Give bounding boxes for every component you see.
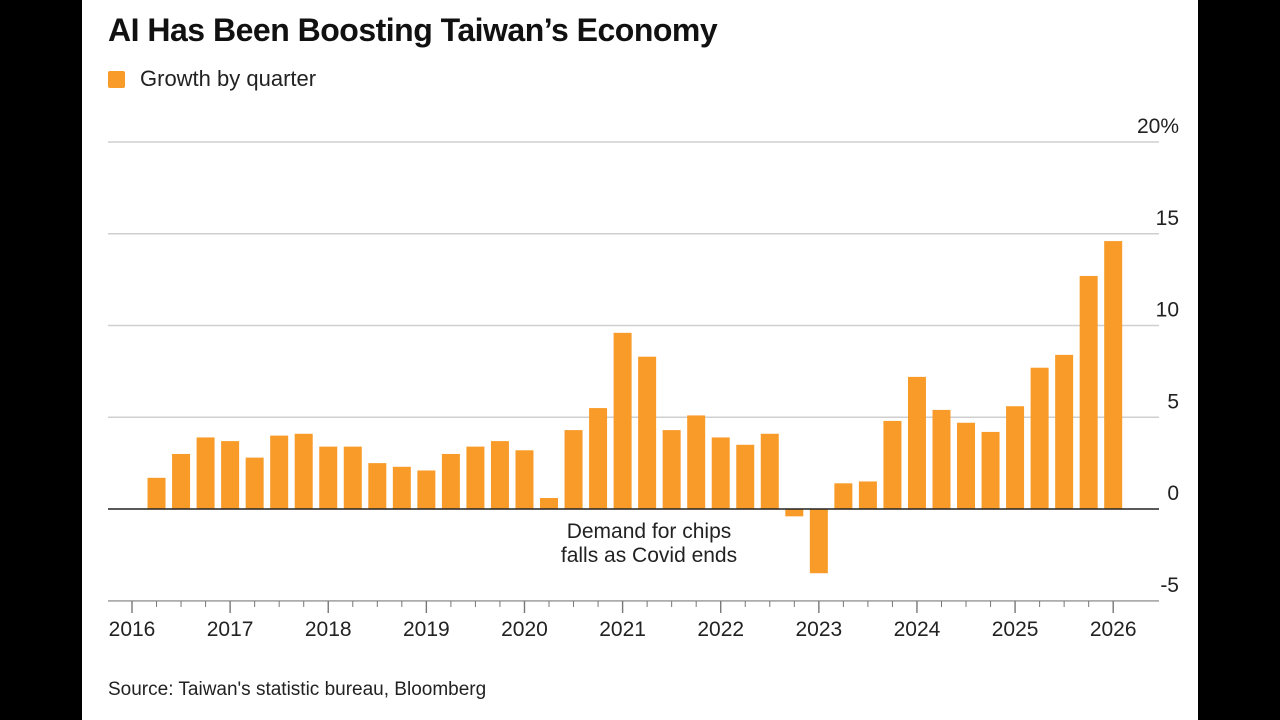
bar	[1006, 406, 1025, 509]
bar-chart: 20% 15 10 5 0 -5 2016 2017 2018 2019 2020 2021 2022 2…	[108, 115, 1179, 641]
bar	[638, 356, 657, 509]
chart-title: AI Has Been Boosting Taiwan’s Economy	[108, 12, 718, 48]
bar	[760, 433, 779, 509]
bar	[515, 450, 534, 509]
bar	[368, 463, 387, 509]
chart-annotation: falls as Covid ends	[561, 544, 737, 567]
bar	[270, 435, 289, 509]
x-tick-label: 2022	[697, 618, 744, 641]
bar	[147, 477, 166, 509]
bar	[392, 466, 411, 509]
legend: Growth by quarter	[108, 66, 316, 92]
y-tick-label: 5	[1167, 390, 1179, 413]
bar	[221, 441, 240, 509]
bar	[1079, 275, 1098, 509]
legend-swatch	[108, 70, 125, 88]
chart-card: AI Has Been Boosting Taiwan’s Economy Gr…	[82, 0, 1198, 720]
x-tick-label: 2019	[403, 618, 450, 641]
bar	[981, 431, 1000, 509]
bar	[196, 437, 215, 509]
legend-label: Growth by quarter	[140, 66, 317, 91]
bar	[785, 509, 804, 517]
bar	[1104, 241, 1123, 509]
bar	[907, 376, 926, 509]
x-tick-label: 2025	[992, 618, 1039, 641]
bar	[957, 422, 976, 509]
bar	[319, 446, 338, 509]
bar	[417, 470, 436, 509]
x-tick-label: 2016	[109, 618, 156, 641]
bar	[294, 433, 313, 509]
y-tick-label: 20%	[1137, 115, 1179, 138]
y-tick-label: 10	[1156, 299, 1179, 322]
bar	[662, 430, 681, 509]
bar	[613, 332, 632, 509]
bar	[834, 483, 853, 509]
bar	[687, 415, 706, 509]
x-tick-label: 2023	[795, 618, 842, 641]
bar	[883, 420, 902, 509]
bar	[1030, 367, 1049, 509]
x-tick-label: 2020	[501, 618, 548, 641]
bar	[809, 509, 828, 574]
bar	[245, 457, 264, 509]
y-tick-label: 0	[1167, 482, 1179, 505]
x-tick-label: 2021	[599, 618, 646, 641]
x-tick-label: 2018	[305, 618, 352, 641]
bar	[589, 408, 608, 509]
bar	[736, 444, 755, 509]
bar	[858, 481, 877, 509]
bar	[932, 409, 951, 509]
bar	[1055, 354, 1074, 509]
bar	[490, 441, 509, 509]
chart-annotation: Demand for chips	[567, 520, 732, 543]
bar	[466, 446, 485, 509]
bar	[540, 497, 559, 509]
x-tick-label: 2017	[207, 618, 254, 641]
x-tick-label: 2024	[894, 618, 941, 641]
bar	[564, 430, 583, 509]
y-tick-label: -5	[1160, 574, 1179, 597]
y-tick-label: 15	[1156, 207, 1179, 230]
bar	[711, 437, 730, 509]
x-tick-label: 2026	[1090, 618, 1137, 641]
bar	[343, 446, 362, 509]
bar	[441, 453, 460, 509]
bar	[172, 453, 191, 509]
source-note: Source: Taiwan's statistic bureau, Bloom…	[108, 679, 487, 700]
